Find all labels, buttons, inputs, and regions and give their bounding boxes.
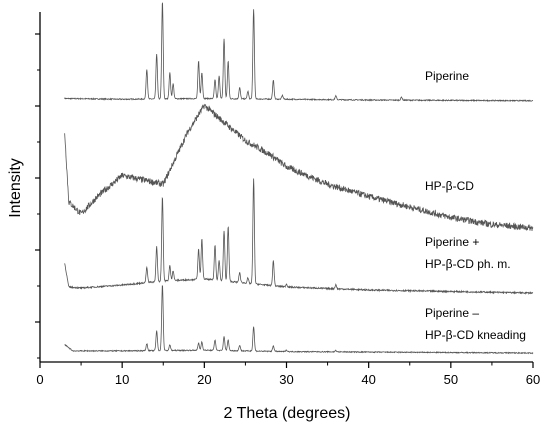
x-tick-label: 10	[115, 372, 129, 387]
x-axis-title: 2 Theta (degrees)	[224, 405, 351, 422]
series-labels-group: Piperine HP-β-CD Piperine + HP-β-CD ph. m. P…	[425, 69, 526, 342]
series-label: HP-β-CD	[425, 179, 474, 193]
series-label: Piperine +	[425, 235, 479, 249]
series-group	[64, 2, 534, 355]
x-ticks-group: 0 10 20 30 40 50 60	[36, 362, 540, 387]
x-tick-label: 60	[526, 372, 540, 387]
series-line	[64, 178, 534, 295]
x-tick-label: 20	[197, 372, 211, 387]
series-line	[64, 2, 534, 103]
series-line	[64, 285, 534, 355]
x-tick-label: 50	[444, 372, 458, 387]
series-label: Piperine –	[425, 306, 479, 320]
x-tick-label: 30	[279, 372, 293, 387]
series-label: HP-β-CD kneading	[425, 328, 526, 342]
y-axis-title: Intensity	[7, 158, 24, 218]
series-label: HP-β-CD ph. m.	[425, 257, 511, 271]
series-label: Piperine	[425, 69, 469, 83]
x-tick-label: 40	[361, 372, 375, 387]
y-ticks-group	[35, 33, 40, 359]
series-line	[64, 103, 534, 232]
x-tick-label: 0	[36, 372, 43, 387]
